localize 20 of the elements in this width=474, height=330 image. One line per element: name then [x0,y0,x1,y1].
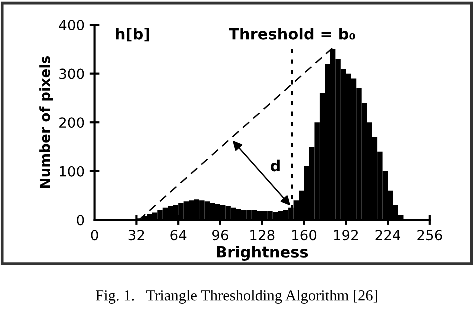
x-axis-title: Brightness [217,246,308,261]
x-tick-label: 192 [334,230,358,241]
annotation: d [270,160,280,172]
x-tick-label: 128 [250,230,275,241]
x-tick-label: 0 [91,230,98,241]
annotation: h[b] [116,28,150,42]
y-tick-label: 400 [59,20,84,31]
y-tick-label: 200 [60,118,84,128]
ref-line-label: Threshold = b₀ [229,28,356,40]
x-tick-label: 160 [292,230,317,241]
x-tick-label: 32 [128,230,144,241]
y-tick-label: 300 [60,68,84,80]
caption: Fig. 1. Triangle Thresholding Algorithm [26] [96,290,378,304]
x-tick-label: 96 [212,230,228,241]
y-axis-title: Number of pixels [40,56,54,188]
x-tick-label: 64 [170,230,187,241]
y-tick-label: 100 [60,166,84,177]
x-tick-label: 224 [376,230,401,240]
x-tick-label: 256 [418,230,442,241]
y-tick-label: 0 [77,215,84,226]
